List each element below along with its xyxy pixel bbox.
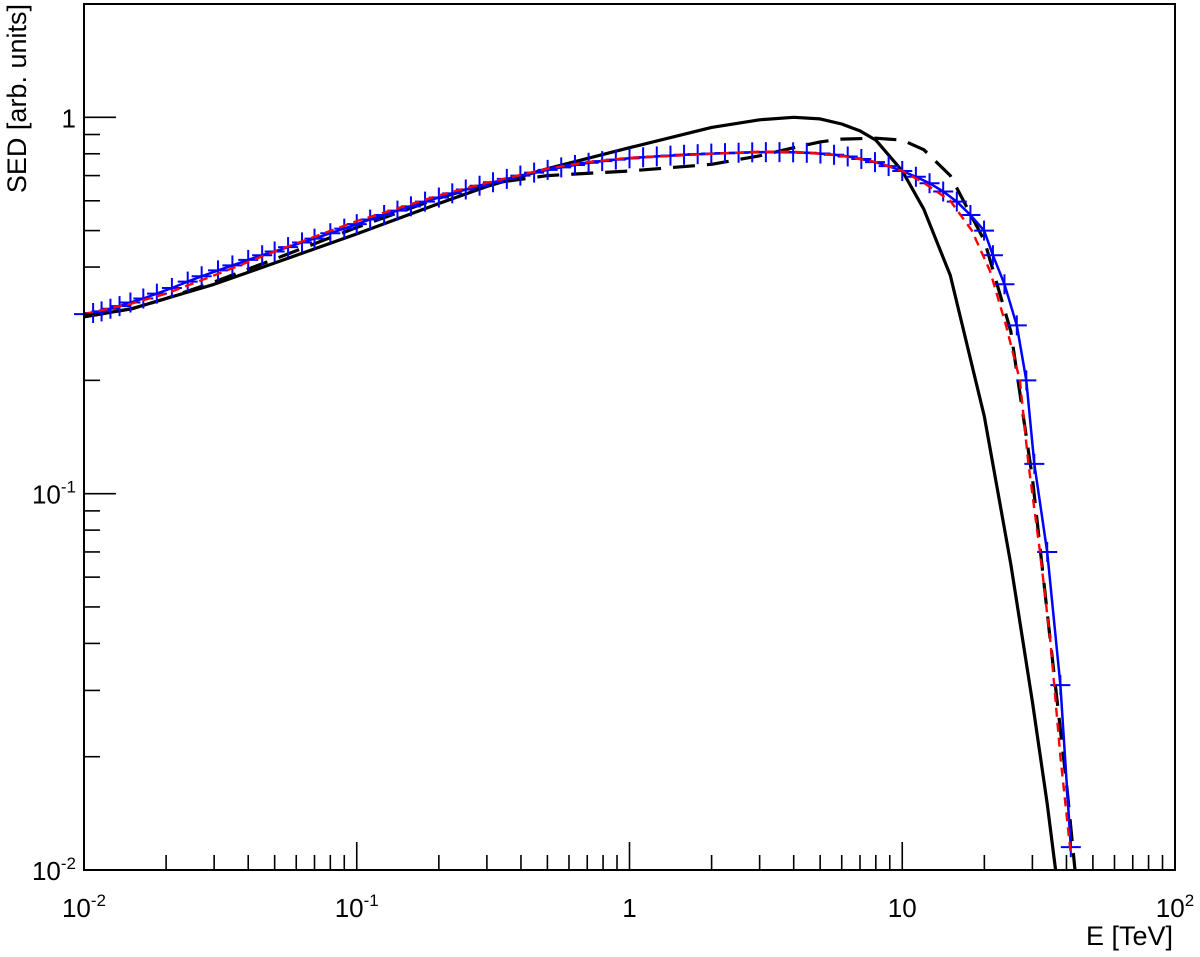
data-point — [177, 271, 198, 292]
data-point — [120, 292, 141, 313]
series-line-fit — [83, 150, 1072, 855]
plot-background — [84, 4, 1175, 870]
data-point — [974, 220, 995, 241]
series-line-solid — [83, 115, 1058, 871]
data-point — [208, 260, 229, 281]
x-tick-label: 1 — [622, 893, 636, 923]
data-point — [387, 200, 408, 221]
data-point — [320, 223, 341, 244]
plot-frame — [83, 3, 1176, 871]
data-point — [238, 249, 259, 270]
data-point — [982, 245, 1003, 266]
label-layer: 10-2 10-1 1 10 102 10-2 10-1 1 — [32, 103, 1194, 923]
x-tick-label: 10-2 — [62, 891, 106, 923]
data-point — [360, 209, 381, 230]
data-point — [1006, 315, 1027, 336]
series-layer — [74, 115, 1081, 871]
data-point — [222, 255, 243, 276]
y-tick-label: 10-2 — [32, 854, 76, 886]
x-tick-label: 10 — [888, 893, 917, 923]
data-point — [334, 218, 355, 239]
y-axis-title: SED [arb. units] — [2, 4, 32, 193]
data-point — [374, 205, 395, 226]
data-point — [960, 205, 981, 226]
y-tick-label: 1 — [62, 103, 76, 133]
data-point — [346, 214, 367, 235]
x-tick-label: 102 — [1156, 891, 1194, 923]
data-point — [994, 274, 1015, 295]
data-point — [933, 181, 954, 202]
x-axis-title: E [TeV] — [1086, 921, 1173, 951]
x-tick-label: 10-1 — [335, 891, 379, 923]
data-point — [919, 173, 940, 194]
series-line-points — [83, 150, 1073, 848]
y-tick-label: 10-1 — [32, 478, 76, 510]
data-point — [304, 228, 325, 249]
data-point — [1024, 453, 1045, 474]
tick-layer — [83, 3, 1176, 871]
data-point — [905, 166, 926, 187]
data-point — [191, 266, 212, 287]
